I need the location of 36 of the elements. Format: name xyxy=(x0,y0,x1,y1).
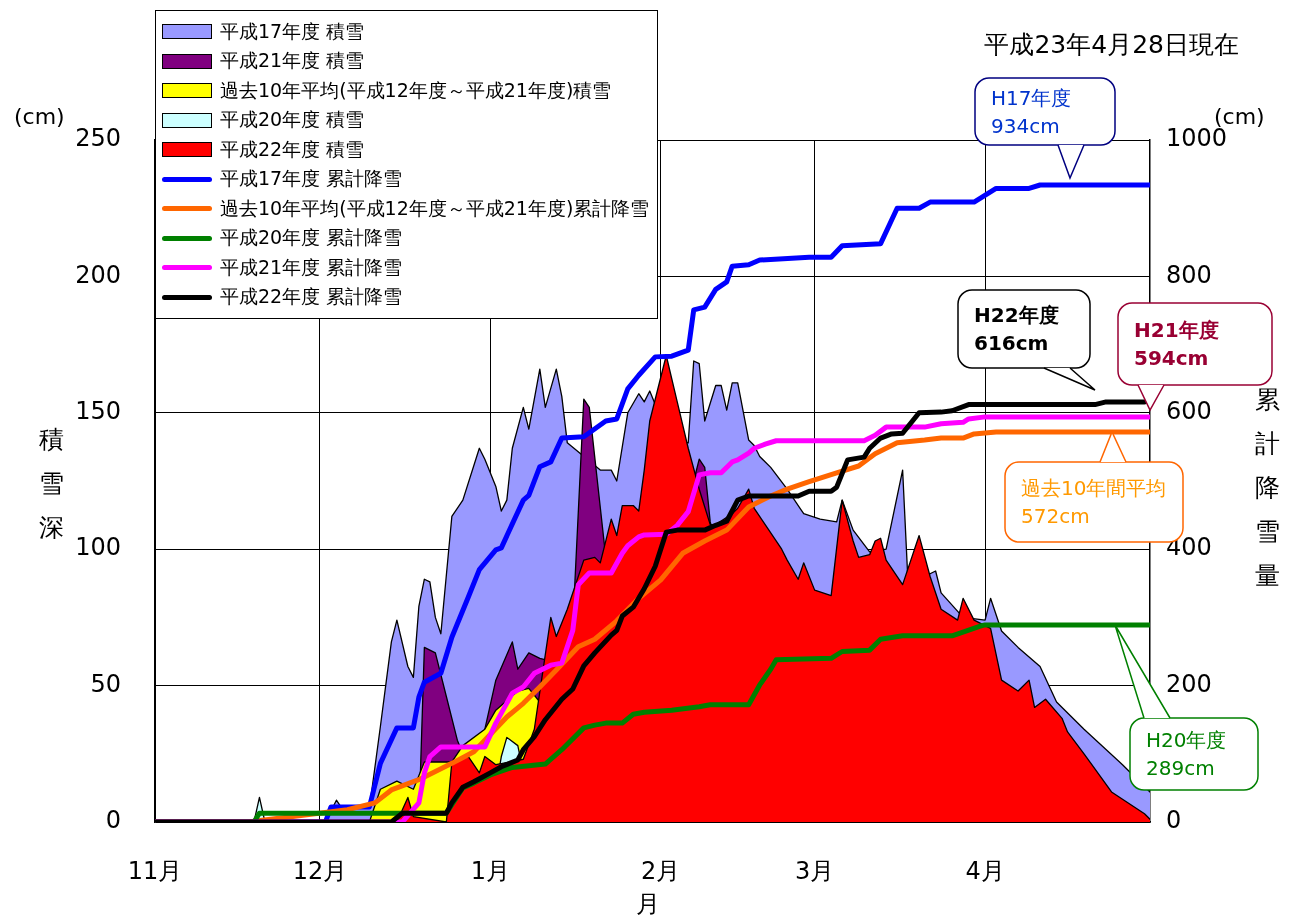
annotation: H20年度 289cm xyxy=(1146,727,1227,782)
y-tick-label: 50 xyxy=(90,669,121,698)
annotation: H22年度 616cm xyxy=(974,302,1059,357)
legend-label: 平成21年度 累計降雪 xyxy=(220,254,403,280)
text: (cm) xyxy=(14,104,65,129)
legend-label: 平成21年度 積雪 xyxy=(220,48,365,74)
legend-label: 過去10年平均(平成12年度～平成21年度)累計降雪 xyxy=(220,195,650,221)
x-tick-label: 1月 xyxy=(470,856,510,885)
y2-tick-label: 200 xyxy=(1166,669,1212,698)
legend-label: 平成20年度 累計降雪 xyxy=(220,225,403,251)
x-tick-label: 11月 xyxy=(127,856,183,885)
y2-tick-label: 600 xyxy=(1166,397,1212,426)
annotation: 過去10年間平均 572cm xyxy=(1021,475,1167,530)
x-tick-label: 12月 xyxy=(292,856,348,885)
x-axis-title: 月 xyxy=(636,889,660,920)
y-tick-label: 100 xyxy=(75,533,121,562)
y2-tick-label: 800 xyxy=(1166,260,1212,289)
annotation: H21年度 594cm xyxy=(1134,317,1219,372)
y-tick-label: 250 xyxy=(75,124,121,153)
text: H17年度 934cm xyxy=(991,84,1072,140)
y-tick-label: 200 xyxy=(75,260,121,289)
chart-title: 平成23年4月28日現在 xyxy=(984,29,1239,61)
x-tick-label: 3月 xyxy=(795,856,835,885)
x-tick-label: 2月 xyxy=(641,856,681,885)
x-tick-label: 4月 xyxy=(965,856,1005,885)
legend-label: 過去10年平均(平成12年度～平成21年度)積雪 xyxy=(220,77,612,103)
legend-label: 平成22年度 積雪 xyxy=(220,136,365,162)
y2-axis-title: 累計降雪量 xyxy=(1253,384,1281,592)
y-tick-label: 0 xyxy=(105,806,121,835)
legend-label: 平成17年度 累計降雪 xyxy=(220,166,403,192)
y2-tick-label: 0 xyxy=(1166,806,1182,835)
y-axis-title: 積雪深 xyxy=(37,424,65,544)
legend-label: 平成20年度 積雪 xyxy=(220,107,365,133)
legend-label: 平成17年度 積雪 xyxy=(220,18,365,44)
y-tick-label: 150 xyxy=(75,397,121,426)
legend-label: 平成22年度 累計降雪 xyxy=(220,284,403,310)
